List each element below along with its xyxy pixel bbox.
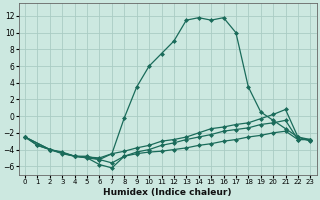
X-axis label: Humidex (Indice chaleur): Humidex (Indice chaleur) bbox=[103, 188, 232, 197]
